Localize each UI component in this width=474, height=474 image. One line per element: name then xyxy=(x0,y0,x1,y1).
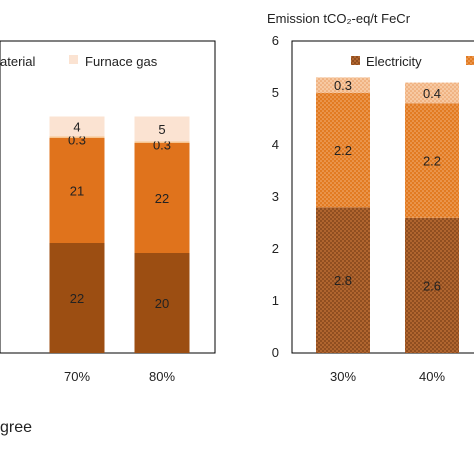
left-x-tick-label: 80% xyxy=(149,369,175,384)
right-bar-segment xyxy=(405,217,459,353)
left-x-tick-labels: 70% 80% xyxy=(64,369,175,384)
left-bar-value-label: 20 xyxy=(155,296,169,311)
right-x-tick-label: 40% xyxy=(419,369,445,384)
right-bar-value-label: 2.8 xyxy=(334,273,352,288)
left-x-tick-label: 70% xyxy=(64,369,90,384)
left-legend-swatch-furnace-gas xyxy=(69,55,78,64)
right-legend-label-electricity: Electricity xyxy=(366,54,422,69)
left-bar-value-label: 5 xyxy=(158,122,165,137)
left-x-axis-label: gree xyxy=(0,419,32,436)
right-x-tick-labels: 30% 40% xyxy=(330,369,445,384)
right-plot-frame xyxy=(291,40,474,354)
left-legend-label-furnace-gas: Furnace gas xyxy=(85,54,158,69)
right-y-tick-label: 5 xyxy=(272,85,279,100)
left-bar-value-label: 4 xyxy=(73,120,80,135)
left-bar-segment xyxy=(134,141,190,143)
left-bar-segment xyxy=(49,136,105,138)
left-plot-frame xyxy=(0,40,216,354)
right-y-tick-label: 6 xyxy=(272,33,279,48)
right-legend-swatch-series-2 xyxy=(466,56,474,65)
right-chart-title: Emission tCO₂-eq/t FeCr xyxy=(267,11,411,26)
right-y-tick-label: 3 xyxy=(272,189,279,204)
right-legend-swatch-electricity xyxy=(351,56,360,65)
right-y-tick-label: 0 xyxy=(272,345,279,360)
left-bar-segment xyxy=(49,243,105,353)
right-bar-segment xyxy=(316,93,370,208)
right-bar-value-label: 2.2 xyxy=(334,143,352,158)
right-bar-value-label: 0.4 xyxy=(423,86,441,101)
right-bar-value-label: 2.2 xyxy=(423,154,441,169)
left-bar-value-label: 22 xyxy=(155,191,169,206)
right-y-tick-label: 2 xyxy=(272,241,279,256)
right-bar-segment xyxy=(405,82,459,104)
right-bar-segment xyxy=(316,77,370,93)
left-bar-value-label: 22 xyxy=(70,291,84,306)
right-y-tick-labels: 0 1 2 3 4 5 6 xyxy=(272,33,279,360)
left-bar-segment xyxy=(134,143,190,253)
right-x-tick-label: 30% xyxy=(330,369,356,384)
right-bar-value-label: 0.3 xyxy=(334,78,352,93)
left-bar-segment xyxy=(49,138,105,243)
right-bar-value-label: 2.6 xyxy=(423,278,441,293)
right-legend: Electricity xyxy=(351,54,474,69)
left-bar-segment xyxy=(134,116,190,142)
left-legend: aterial Furnace gas xyxy=(0,54,158,69)
right-chart: Emission tCO₂-eq/t FeCr Electricity 0 1 2 3… xyxy=(267,11,474,384)
right-y-tick-label: 1 xyxy=(272,293,279,308)
left-bar-segment xyxy=(134,253,190,353)
right-bar-segment xyxy=(316,207,370,353)
left-bar-segment xyxy=(49,116,105,137)
left-legend-label-material: aterial xyxy=(0,54,36,69)
right-y-tick-label: 4 xyxy=(272,137,279,152)
right-bar-segment xyxy=(405,103,459,218)
left-bar-value-label: 21 xyxy=(70,184,84,199)
right-bars: 2.8 2.2 0.3 2.6 2.2 0.4 xyxy=(316,77,459,353)
